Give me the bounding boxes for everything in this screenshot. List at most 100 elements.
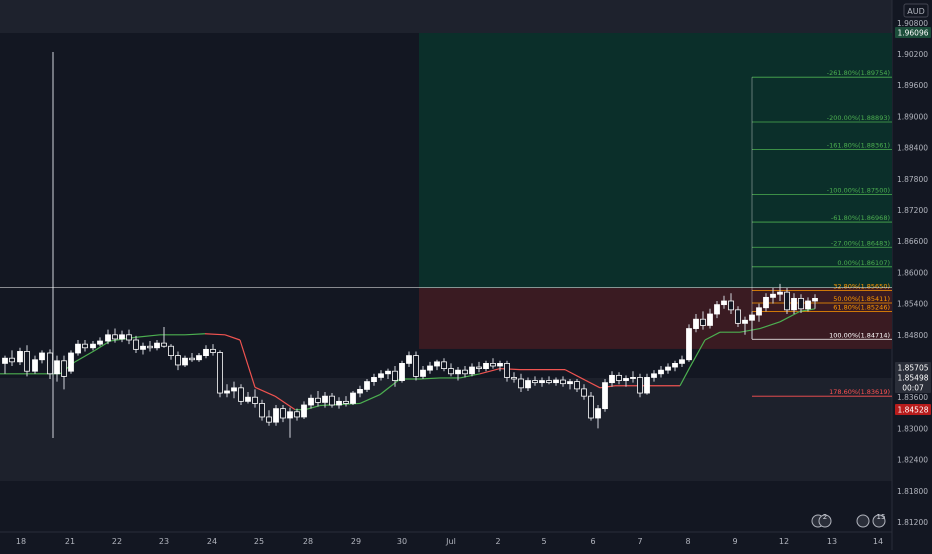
time-tick-11: 5 (541, 537, 546, 546)
candle-14 (105, 329, 111, 345)
candle-60 (427, 361, 433, 374)
candle-22 (161, 327, 167, 348)
price-tick-13: 1.89000 (897, 112, 928, 121)
candle-body-15 (112, 334, 118, 340)
candle-body-32 (231, 387, 237, 392)
price-tick-16: 1.90800 (897, 19, 928, 28)
candle-45 (322, 392, 328, 408)
candle-46 (329, 393, 335, 408)
candle-50 (357, 385, 363, 398)
candle-26 (189, 353, 195, 362)
candle-body-59 (420, 369, 426, 377)
candle-body-8 (61, 360, 67, 377)
candle-body-9 (68, 352, 74, 372)
candle-99 (700, 311, 706, 330)
candle-body-74 (525, 380, 531, 389)
candle-body-77 (546, 380, 552, 384)
candle-43 (308, 394, 314, 409)
price-tick-12: 1.88400 (897, 144, 928, 153)
candle-body-79 (560, 379, 566, 385)
candle-19 (140, 342, 146, 355)
candle-body-91 (644, 377, 650, 394)
candle-24 (175, 351, 181, 371)
time-tick-2: 22 (112, 537, 122, 546)
candle-body-113 (798, 297, 804, 310)
fib-label-4: -61.80%(1.86968) (831, 214, 890, 222)
candle-51 (364, 379, 370, 392)
candle-0 (2, 355, 8, 374)
candle-body-99 (700, 318, 706, 326)
supertrend-seg-21 (379, 378, 401, 396)
time-tick-18: 14 (873, 537, 883, 546)
fib-label-8: 50.00%(1.85411) (833, 295, 890, 303)
candle-65 (462, 366, 468, 378)
candle-body-109 (770, 293, 776, 298)
candle-108 (763, 293, 769, 312)
candle-body-47 (336, 400, 342, 406)
candle-body-68 (483, 362, 489, 369)
candle-42 (301, 401, 307, 420)
candle-body-10 (75, 343, 81, 354)
candle-body-63 (448, 368, 454, 375)
candle-body-92 (651, 373, 657, 378)
candle-body-73 (518, 378, 524, 389)
candle-body-110 (777, 291, 783, 295)
event-icon-a[interactable]: 2 (811, 513, 832, 528)
event-icon-b[interactable]: 15 (856, 513, 886, 528)
candle-57 (406, 351, 412, 368)
candle-110 (777, 283, 783, 301)
candle-body-88 (623, 378, 629, 381)
candle-32 (231, 381, 237, 399)
candle-body-43 (308, 397, 314, 406)
candle-body-78 (553, 379, 559, 384)
candle-body-87 (616, 374, 622, 381)
candle-7 (54, 355, 60, 382)
candle-body-64 (455, 369, 461, 375)
candle-52 (371, 373, 377, 386)
supertrend-seg-40 (739, 327, 761, 333)
candle-body-33 (238, 387, 244, 402)
candle-86 (609, 371, 615, 387)
fib-label-3: -100.00%(1.87500) (827, 186, 890, 194)
candle-body-84 (595, 408, 601, 419)
candle-88 (623, 375, 629, 387)
candle-15 (112, 328, 118, 343)
candle-16 (119, 330, 125, 343)
time-tick-12: 6 (590, 537, 595, 546)
candle-30 (217, 350, 223, 398)
fibonacci-levels[interactable]: -261.80%(1.89754) -200.00%(1.88893) -161.8… (751, 69, 892, 397)
candle-115 (812, 294, 818, 309)
candle-21 (154, 340, 160, 351)
candle-90 (637, 373, 643, 398)
candle-73 (518, 373, 524, 392)
supertrend-seg-38 (704, 331, 721, 341)
time-axis-ticks: 18 21 22 23 24 25 28 29 30 Jul 2 5 6 7 8 9 12 13 14 (16, 537, 883, 546)
candle-body-83 (588, 395, 594, 419)
price-badge-0: 1.96096 (897, 29, 928, 38)
candle-48 (343, 396, 349, 407)
candle-41 (294, 408, 300, 421)
time-tick-9: Jul (445, 537, 456, 546)
supertrend-seg-20 (359, 394, 381, 404)
candlesticks (2, 283, 818, 438)
candle-body-101 (714, 304, 720, 315)
price-axis-panel (892, 0, 932, 550)
supertrend-seg-31 (584, 379, 601, 389)
position-zones[interactable] (419, 33, 892, 349)
supertrend-seg-19 (339, 402, 361, 406)
supertrend-seg-10 (184, 333, 206, 336)
candle-body-108 (763, 296, 769, 309)
candle-body-95 (672, 362, 678, 368)
fib-label-10: 100.00%(1.84714) (829, 331, 890, 339)
candle-113 (798, 294, 804, 313)
price-tick-11: 1.87800 (897, 175, 928, 184)
candle-44 (315, 390, 321, 407)
candle-58 (413, 351, 419, 381)
currency-badge[interactable] (903, 3, 929, 18)
top-band (0, 0, 892, 33)
candle-28 (203, 345, 209, 359)
candle-53 (378, 370, 384, 381)
price-tick-9: 1.86600 (897, 237, 928, 246)
price-tick-0: 1.81200 (897, 518, 928, 527)
